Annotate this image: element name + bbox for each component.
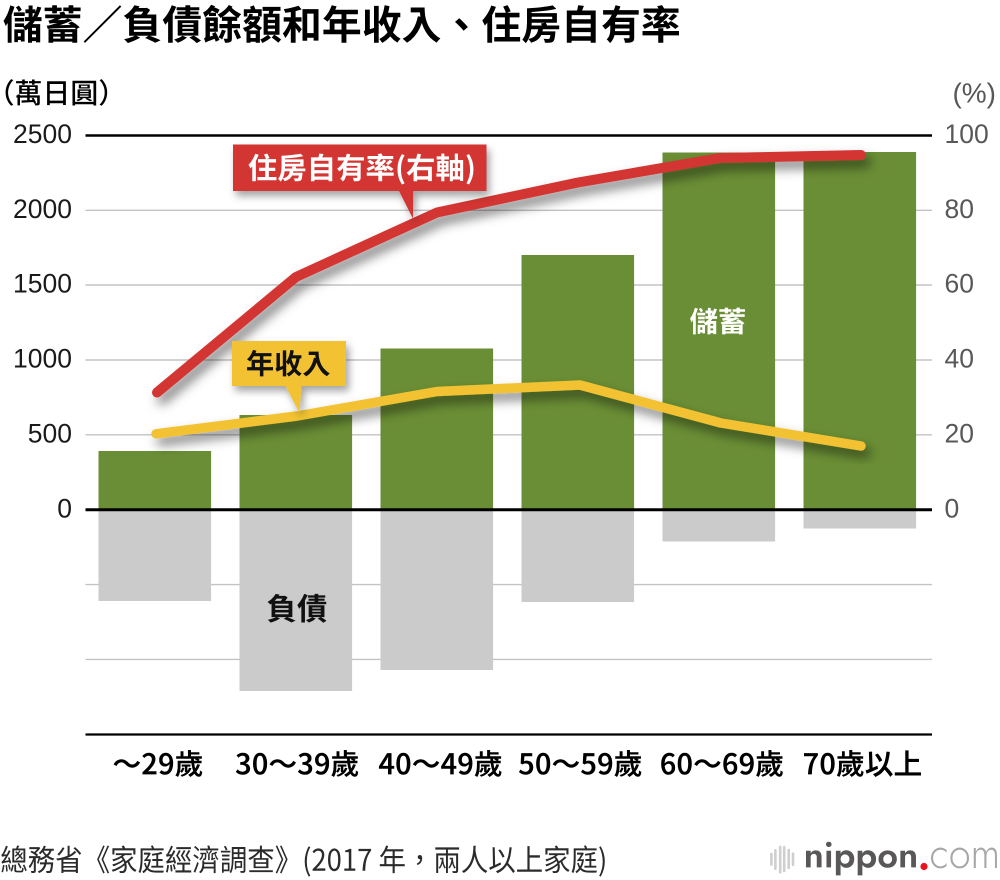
- svg-text:40: 40: [945, 344, 974, 374]
- svg-text:1000: 1000: [13, 344, 72, 374]
- svg-text:80: 80: [945, 194, 974, 224]
- svg-text:0: 0: [57, 493, 72, 523]
- svg-text:2500: 2500: [13, 119, 72, 149]
- svg-text:500: 500: [28, 418, 72, 448]
- svg-text:1500: 1500: [13, 269, 72, 299]
- svg-text:(%): (%): [952, 78, 996, 109]
- svg-text:60: 60: [945, 269, 974, 299]
- svg-text:100: 100: [945, 119, 989, 149]
- svg-text:2000: 2000: [13, 194, 72, 224]
- svg-text:0: 0: [945, 493, 960, 523]
- svg-text:20: 20: [945, 418, 974, 448]
